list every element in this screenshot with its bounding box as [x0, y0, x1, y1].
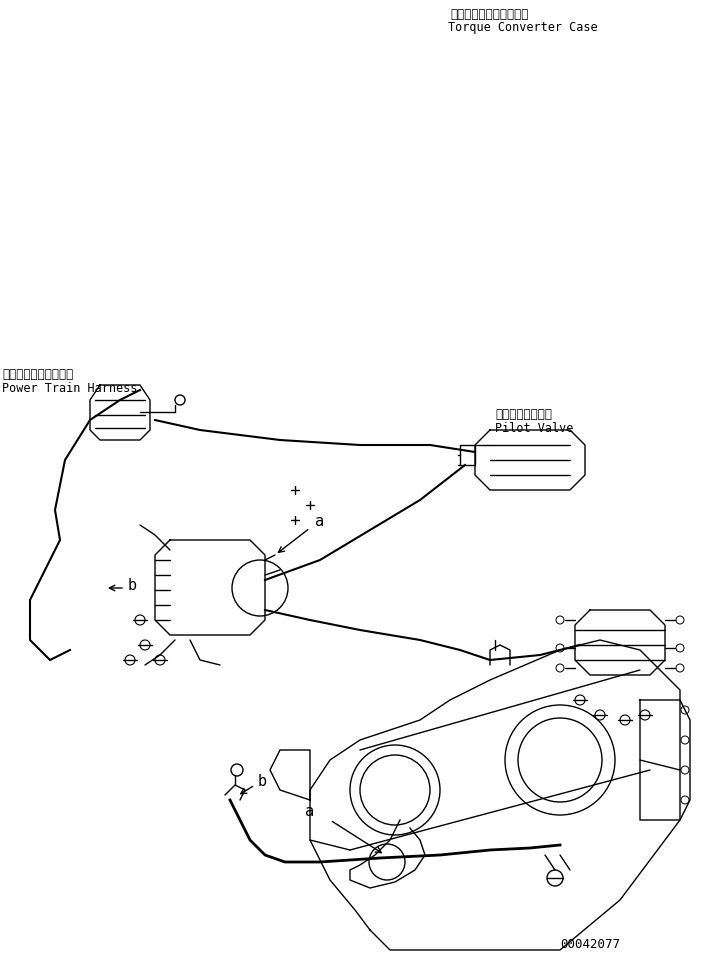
Text: b: b: [258, 775, 267, 789]
Text: Pilot Valve: Pilot Valve: [495, 422, 573, 434]
Text: a: a: [315, 514, 324, 529]
Text: 00042077: 00042077: [560, 939, 620, 951]
Text: Power Train Harness: Power Train Harness: [2, 382, 137, 394]
Bar: [460, 445, 475, 465]
Text: a: a: [305, 805, 314, 820]
Text: b: b: [128, 577, 137, 593]
Text: パイロットバルブ: パイロットバルブ: [495, 409, 552, 422]
Text: トルクコンバータケース: トルクコンバータケース: [450, 9, 528, 21]
Text: Torque Converter Case: Torque Converter Case: [448, 21, 598, 35]
Text: パワートレンハーネス: パワートレンハーネス: [2, 368, 73, 382]
